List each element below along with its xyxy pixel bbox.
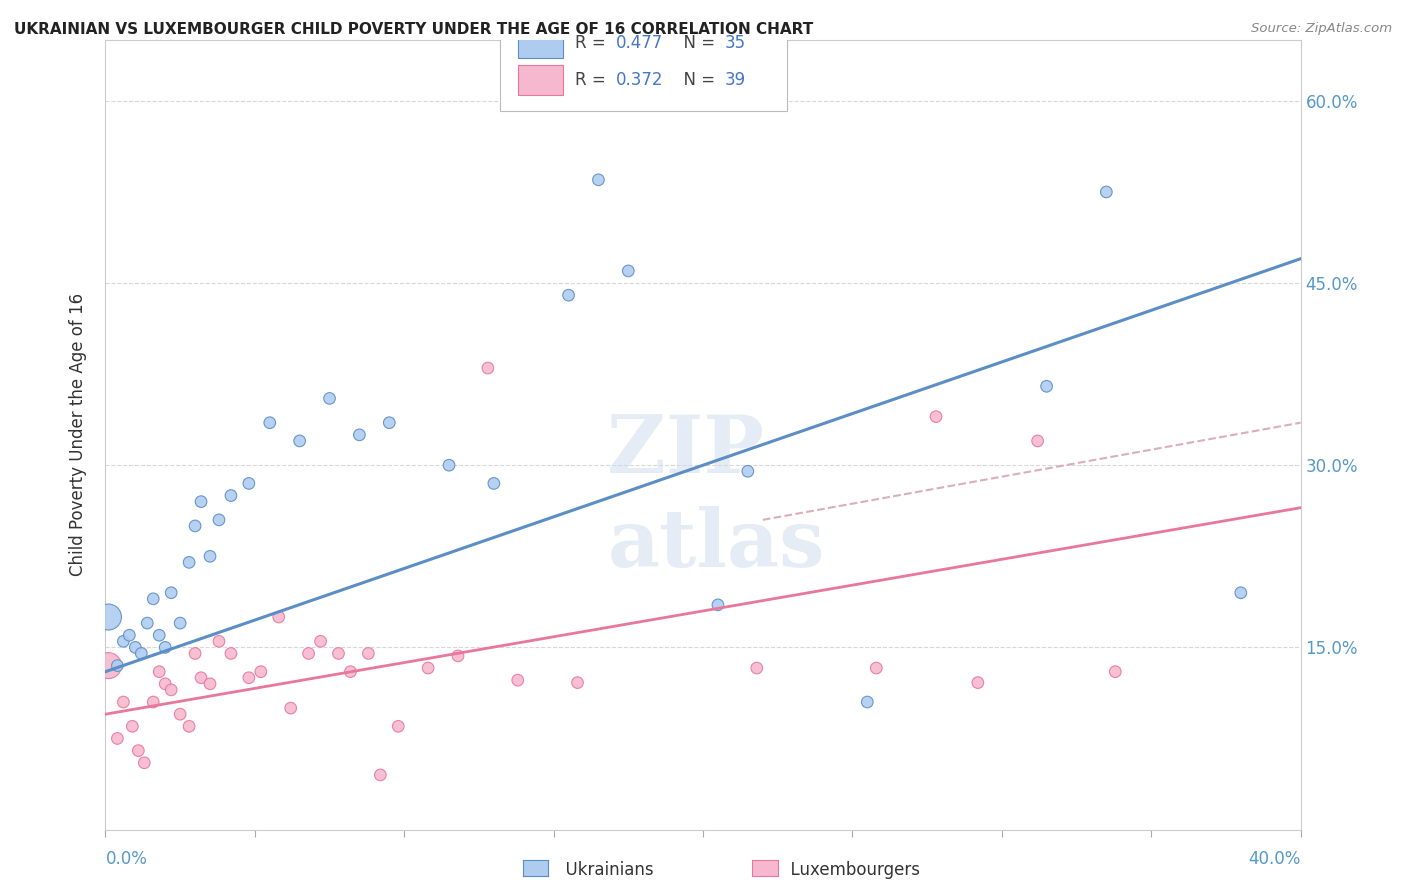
Point xyxy=(357,647,380,661)
Point xyxy=(169,616,191,631)
Text: ZIP: ZIP xyxy=(607,411,765,490)
Point xyxy=(160,586,183,600)
Point xyxy=(737,464,759,478)
Point xyxy=(169,707,191,722)
Point xyxy=(198,549,221,564)
Point xyxy=(238,671,260,685)
Y-axis label: Child Poverty Under the Age of 16: Child Poverty Under the Age of 16 xyxy=(69,293,87,576)
Point xyxy=(1026,434,1049,448)
Point xyxy=(219,647,242,661)
Point xyxy=(134,756,156,770)
Point xyxy=(124,640,146,655)
Point xyxy=(288,434,311,448)
Text: 0.0%: 0.0% xyxy=(105,850,148,868)
Point xyxy=(557,288,579,302)
Point xyxy=(148,628,170,642)
Point xyxy=(121,719,143,733)
Point xyxy=(707,598,730,612)
Point xyxy=(298,647,321,661)
Point xyxy=(250,665,273,679)
Point xyxy=(118,628,141,642)
Text: 0.477: 0.477 xyxy=(616,34,664,52)
Point xyxy=(127,744,149,758)
Point xyxy=(107,658,129,673)
Point xyxy=(482,476,505,491)
Point xyxy=(112,634,135,648)
Point xyxy=(142,591,165,606)
Text: R =: R = xyxy=(575,34,612,52)
Point xyxy=(184,647,207,661)
Point xyxy=(617,264,640,278)
Point xyxy=(1095,185,1118,199)
Point xyxy=(588,173,610,187)
Point xyxy=(967,675,990,690)
Point xyxy=(112,695,135,709)
Point xyxy=(328,647,350,661)
Point xyxy=(97,610,120,624)
Text: Luxembourgers: Luxembourgers xyxy=(780,861,921,879)
Point xyxy=(267,610,290,624)
Point xyxy=(177,555,201,569)
Text: UKRAINIAN VS LUXEMBOURGER CHILD POVERTY UNDER THE AGE OF 16 CORRELATION CHART: UKRAINIAN VS LUXEMBOURGER CHILD POVERTY … xyxy=(14,22,813,37)
Text: R =: R = xyxy=(575,71,612,89)
Point xyxy=(155,677,177,691)
Text: Source: ZipAtlas.com: Source: ZipAtlas.com xyxy=(1251,22,1392,36)
Point xyxy=(190,671,212,685)
Point xyxy=(339,665,361,679)
Point xyxy=(238,476,260,491)
Point xyxy=(190,494,212,508)
FancyBboxPatch shape xyxy=(501,12,787,112)
Point xyxy=(160,682,183,697)
Point xyxy=(318,392,340,406)
Point xyxy=(280,701,302,715)
Point xyxy=(418,661,440,675)
Text: Ukrainians: Ukrainians xyxy=(555,861,654,879)
Point xyxy=(1035,379,1057,393)
Point xyxy=(437,458,460,473)
Text: 40.0%: 40.0% xyxy=(1249,850,1301,868)
Point xyxy=(219,489,242,503)
Point xyxy=(309,634,332,648)
Point xyxy=(259,416,281,430)
Point xyxy=(387,719,409,733)
Point xyxy=(142,695,165,709)
Point xyxy=(184,519,207,533)
Text: atlas: atlas xyxy=(607,507,825,584)
Point xyxy=(208,634,231,648)
Text: N =: N = xyxy=(673,34,720,52)
Text: 39: 39 xyxy=(724,71,745,89)
Point xyxy=(925,409,948,424)
Point xyxy=(865,661,887,675)
Point xyxy=(155,640,177,655)
Point xyxy=(745,661,768,675)
Point xyxy=(1229,586,1253,600)
Point xyxy=(567,675,589,690)
Bar xyxy=(517,65,564,95)
Point xyxy=(447,648,470,663)
Point xyxy=(198,677,221,691)
Point xyxy=(97,658,120,673)
Point xyxy=(1104,665,1126,679)
Point xyxy=(208,513,231,527)
Point xyxy=(856,695,879,709)
Point xyxy=(349,428,371,442)
Point xyxy=(177,719,201,733)
Point xyxy=(368,768,391,782)
Point xyxy=(477,361,499,376)
Text: N =: N = xyxy=(673,71,720,89)
Text: 35: 35 xyxy=(724,34,745,52)
Point xyxy=(129,647,153,661)
Point xyxy=(506,673,529,688)
Point xyxy=(378,416,401,430)
Point xyxy=(107,731,129,746)
Text: 0.372: 0.372 xyxy=(616,71,664,89)
Point xyxy=(136,616,159,631)
Point xyxy=(148,665,170,679)
Bar xyxy=(517,28,564,57)
